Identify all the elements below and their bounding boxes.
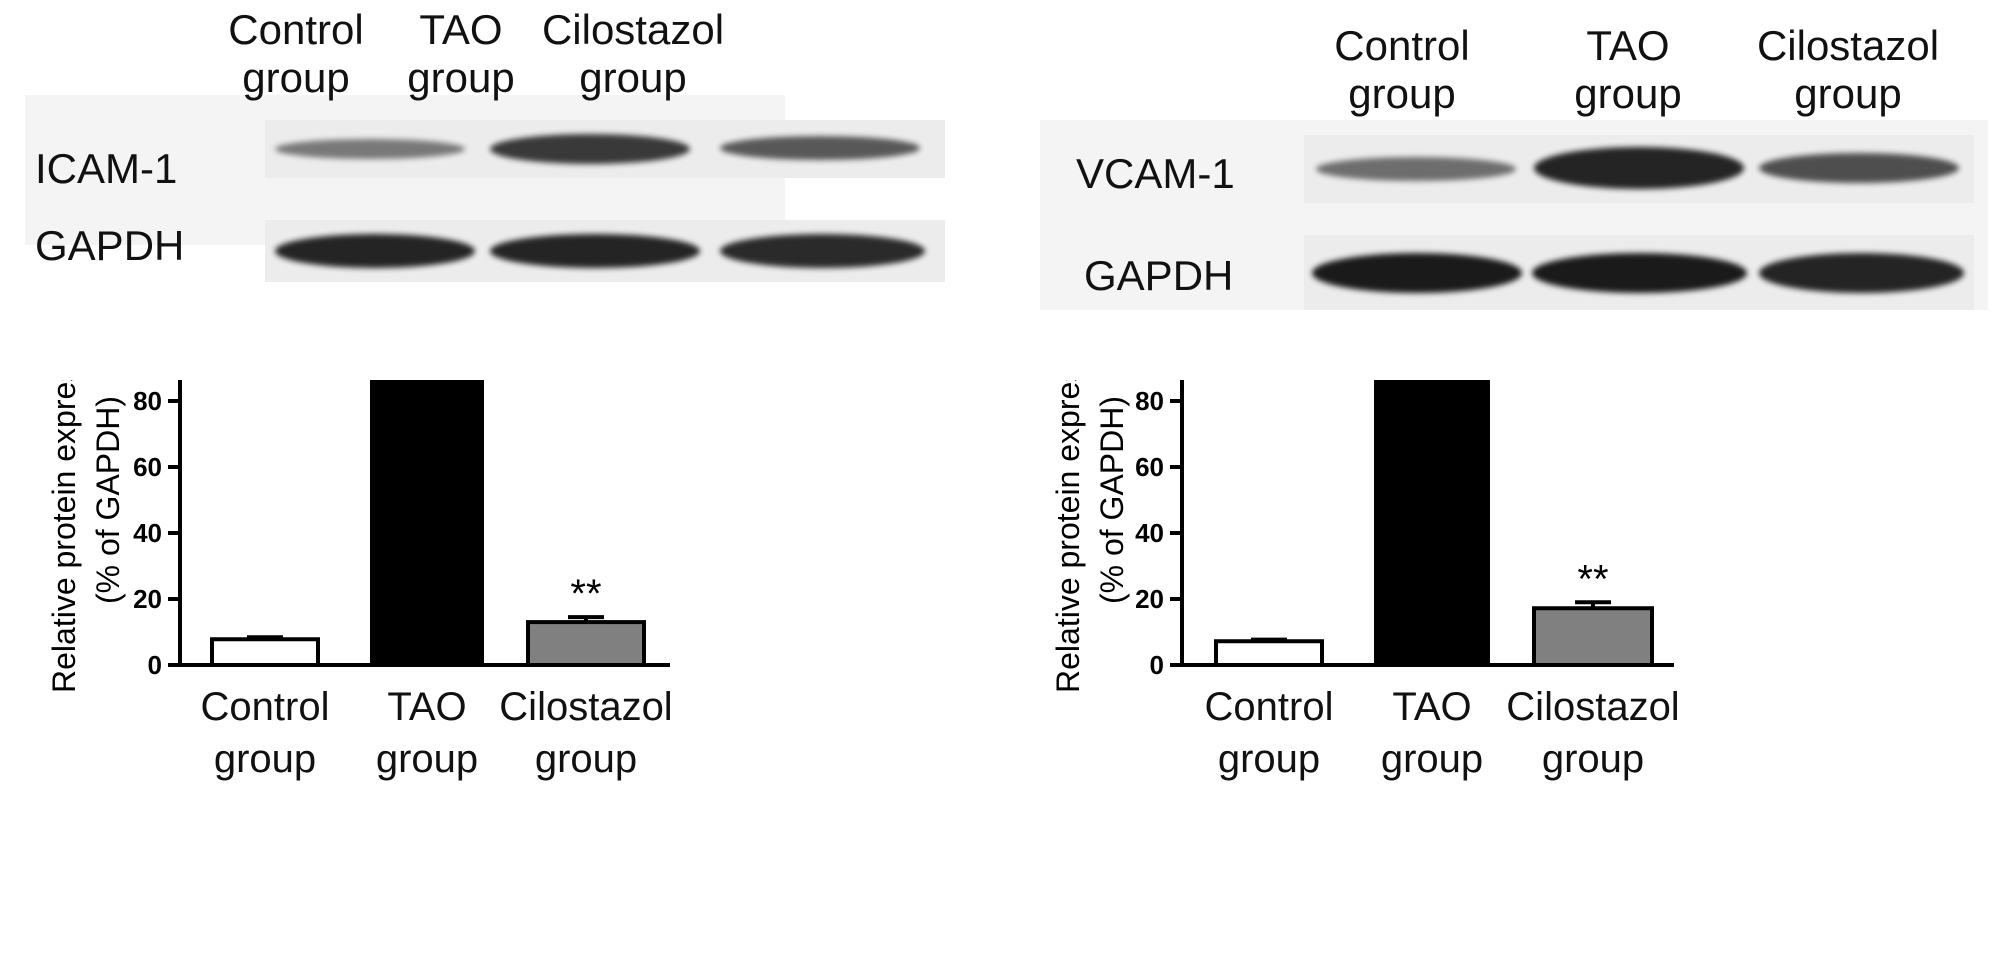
vcam-bar-chart: 020406080100Relative protein expression(…: [1050, 380, 1680, 781]
band-loading-cilostazol: [1759, 253, 1964, 293]
lane-label-control-line: Control group: [228, 6, 364, 101]
lane-label-control: Control group: [1302, 22, 1502, 118]
y-tick-label: 0: [1150, 650, 1164, 680]
lane-label-cilostazol-line: Cilostazol group: [541, 6, 725, 101]
y-tick-label: 60: [133, 452, 162, 482]
chart-plot: 020406080100Relative protein expression(…: [46, 380, 673, 781]
x-category-label: group: [376, 737, 478, 781]
band-target-control: [1316, 157, 1516, 181]
x-category-label: group: [1542, 737, 1644, 781]
x-category-label: Cilostazol: [499, 685, 672, 729]
y-axis-label: Relative protein expression: [1050, 380, 1086, 693]
x-category-label: TAO: [1392, 685, 1471, 729]
bar-3: [1532, 606, 1654, 668]
y-tick-label: 80: [133, 386, 162, 416]
lane-label-tao-line: TAO group: [407, 6, 515, 101]
loading-control-label: GAPDH: [1084, 252, 1234, 299]
significance-marker: **: [1577, 557, 1608, 601]
target-protein-label: VCAM-1: [1076, 150, 1235, 197]
y-tick-label: 40: [133, 518, 162, 548]
lane-label-cilostazol: Cilostazol group: [1748, 22, 1948, 118]
x-category-label: Cilostazol: [1506, 685, 1679, 729]
band-target-tao: [490, 134, 690, 164]
bar-2: [1374, 380, 1490, 668]
lane-label-control-line: Control group: [1334, 22, 1470, 117]
y-tick-label: 0: [148, 650, 162, 680]
target-blot-strip: [265, 120, 945, 178]
chart-plot: 020406080100Relative protein expression(…: [1050, 380, 1680, 781]
target-blot-strip: [1304, 135, 1974, 203]
lane-label-tao: TAO group: [361, 6, 561, 102]
bar-3: [526, 620, 646, 668]
y-axis-label: Relative protein expression: [46, 380, 82, 693]
band-loading-cilostazol: [720, 234, 925, 268]
significance-marker: **: [570, 572, 601, 616]
band-loading-tao: [490, 234, 700, 268]
x-category-label: group: [1381, 737, 1483, 781]
band-loading-control: [1312, 253, 1522, 293]
band-target-control: [275, 139, 465, 159]
bar-2: [370, 380, 484, 668]
x-category-label: group: [535, 737, 637, 781]
vcam-panel: Control group TAO group Cilostazol group VC…: [1004, 0, 2008, 978]
x-category-label: Control: [201, 685, 330, 729]
band-target-cilostazol: [1759, 153, 1959, 183]
lane-label-cilostazol: Cilostazol group: [533, 6, 733, 102]
loading-blot-strip: [265, 220, 945, 282]
lane-label-cilostazol-line: Cilostazol group: [1756, 22, 1940, 117]
y-tick-label: 80: [1135, 386, 1164, 416]
lane-label-tao-line: TAO group: [1574, 22, 1682, 117]
x-category-label: Control: [1205, 685, 1334, 729]
icam-panel: Control group TAO group Cilostazol group IC…: [25, 6, 945, 781]
icam-bar-chart: 020406080100Relative protein expression(…: [46, 380, 673, 781]
band-loading-tao: [1532, 253, 1747, 293]
x-category-label: group: [214, 737, 316, 781]
lane-label-tao: TAO group: [1528, 22, 1728, 118]
lane-label-control: Control group: [196, 6, 396, 102]
target-protein-label: ICAM-1: [35, 145, 178, 192]
x-category-label: TAO: [387, 685, 466, 729]
y-tick-label: 60: [1135, 452, 1164, 482]
band-target-tao: [1534, 147, 1744, 189]
loading-control-label: GAPDH: [35, 222, 185, 269]
band-loading-control: [275, 234, 475, 268]
y-axis-label: (% of GAPDH): [1094, 396, 1130, 604]
x-category-label: group: [1218, 737, 1320, 781]
band-target-cilostazol: [720, 136, 920, 160]
bar-1: [1214, 639, 1324, 667]
y-tick-label: 40: [1135, 518, 1164, 548]
y-tick-label: 20: [133, 584, 162, 614]
bar-1: [210, 637, 320, 668]
loading-blot-strip: [1304, 235, 1974, 310]
y-tick-label: 20: [1135, 584, 1164, 614]
y-axis-label: (% of GAPDH): [90, 396, 126, 604]
